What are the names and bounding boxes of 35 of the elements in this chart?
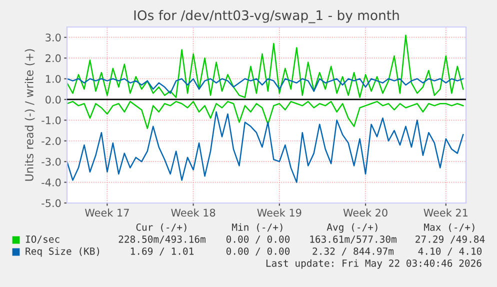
x-tick-label: Week 21 <box>424 208 468 217</box>
y-tick-label: -1.0 <box>42 116 61 124</box>
text: 0.00 / 0.00 <box>226 235 290 244</box>
line-series <box>67 34 464 98</box>
text: Avg (-/+) <box>326 223 378 233</box>
legend-label: Req Size (KB) <box>26 247 100 257</box>
text: Max (-/+) <box>424 223 474 232</box>
legend-label: IO/sec <box>26 235 60 244</box>
text: Last update: Fri May 22 03:40:46 2026 <box>266 259 482 269</box>
y-tick-label: 2.0 <box>46 54 61 62</box>
x-tick-label: Week 19 <box>257 208 302 217</box>
line-series <box>67 100 464 130</box>
y-tick-label: -4.0 <box>42 178 61 186</box>
text: 1.69 / 1.01 <box>130 247 194 256</box>
text: 27.29 /49.84 <box>416 235 485 244</box>
line-series <box>67 78 464 94</box>
text: 0.00 / 0.00 <box>226 247 290 256</box>
y-tick-label: -2.0 <box>42 137 61 145</box>
y-tick-label: 1.0 <box>46 74 61 83</box>
x-tick-label: Week 20 <box>343 208 388 217</box>
y-tick-label: -3.0 <box>42 158 61 166</box>
x-tick-label: Week 17 <box>84 208 129 217</box>
y-tick-label: -5.0 <box>42 199 61 208</box>
text: 228.50m/493.16m <box>118 235 206 244</box>
line-series <box>67 111 464 183</box>
y-axis-title: Units read (-) / write (+) <box>24 49 35 181</box>
text: Cur (-/+) <box>136 223 186 232</box>
y-tick-label: 0.0 <box>46 96 61 104</box>
y-tick-label: 3.0 <box>46 34 61 42</box>
chart-title: IOs for /dev/ntt03-vg/swap_1 - by month <box>134 10 399 24</box>
text: 4.10 / 4.10 <box>418 247 482 256</box>
text: 2.32 / 844.97m <box>312 247 394 256</box>
text: 163.61m/577.30m <box>310 235 396 244</box>
x-tick-label: Week 18 <box>171 208 216 217</box>
text: Min (-/+) <box>232 223 282 232</box>
